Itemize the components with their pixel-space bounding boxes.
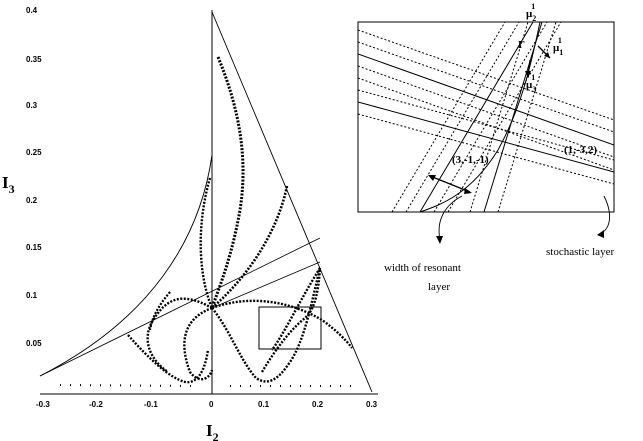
stochastic-band-line bbox=[358, 77, 614, 171]
stochastic-band-line bbox=[497, 22, 557, 212]
resonance-line bbox=[419, 22, 534, 212]
x-tick-label: -0.3 bbox=[36, 400, 50, 409]
width-callout-arrow bbox=[438, 195, 463, 241]
y-tick-label: 0.4 bbox=[26, 6, 38, 15]
boundary-left-edge bbox=[39, 154, 213, 377]
resonance-curve-left-low bbox=[183, 306, 214, 381]
dotted-points-bottom bbox=[59, 384, 360, 387]
resonance-curve-upper bbox=[210, 56, 245, 309]
stochastic-band-line bbox=[433, 22, 548, 212]
separatrix-line-a bbox=[39, 237, 321, 377]
stochastic-band-line bbox=[447, 22, 562, 212]
x-axis-label: I2 bbox=[206, 421, 219, 441]
inset-frame bbox=[357, 21, 615, 213]
resonance-curve-right-lower bbox=[260, 267, 322, 373]
width-arrowhead-right bbox=[464, 188, 472, 194]
y-tick-label: 0.1 bbox=[26, 291, 38, 300]
x-tick-label: -0.1 bbox=[144, 400, 158, 409]
inset-curve bbox=[419, 22, 541, 212]
gamma-label: Γ bbox=[518, 39, 525, 51]
separatrix-line-b bbox=[211, 261, 321, 309]
stochastic-band-line bbox=[358, 29, 614, 121]
x-tick-label: 0.1 bbox=[258, 400, 270, 409]
mu3-arrowhead bbox=[525, 71, 531, 78]
stochastic-band-line bbox=[405, 22, 520, 212]
zoom-box bbox=[258, 306, 322, 350]
width-caption-line1: width of resonant bbox=[384, 262, 461, 274]
resonance-line bbox=[483, 22, 543, 212]
stochastic-callout-arrow bbox=[599, 195, 610, 235]
width-caption-line2: layer bbox=[428, 281, 450, 293]
width-arrowhead-left bbox=[428, 175, 436, 181]
mu3-label: μ31 bbox=[526, 73, 536, 94]
stochastic-band-line bbox=[358, 65, 614, 158]
y-axis-label: I3 bbox=[2, 173, 15, 196]
mu2-label: μ21 bbox=[526, 2, 536, 23]
stochastic-band-line bbox=[391, 22, 506, 212]
resonance-line bbox=[358, 101, 614, 173]
stochastic-band-line bbox=[469, 22, 529, 212]
resonance-curve-far-right bbox=[271, 267, 322, 351]
boundary-right-edge bbox=[211, 11, 373, 393]
y-tick-label: 0.05 bbox=[26, 339, 42, 348]
resonance-label-a: (1,-3,2) bbox=[564, 144, 597, 156]
width-arrow bbox=[429, 175, 471, 193]
x-tick-label: -0.2 bbox=[89, 400, 103, 409]
stochastic-band-line bbox=[358, 41, 614, 133]
y-tick-label: 0.35 bbox=[26, 55, 42, 64]
mu1-label: μ11 bbox=[553, 36, 563, 57]
mu1-arrowhead bbox=[544, 52, 550, 58]
resonance-curve-right-upper bbox=[211, 185, 289, 309]
callouts: width of resonant layer stochastic layer bbox=[384, 195, 614, 293]
resonance-label-b: (3,-1,-1) bbox=[452, 154, 489, 166]
resonance-curve-far-left bbox=[148, 291, 171, 331]
inset-panel: μ21 Γ μ11 μ31 (1,-3,2) (3,-1,-1) bbox=[357, 2, 615, 213]
resonance-curve-bottom-left bbox=[127, 334, 210, 384]
x-tick-label: 0.2 bbox=[312, 400, 324, 409]
x-tick-label: 0.3 bbox=[366, 400, 378, 409]
main-plot: 0.4 0.35 0.3 0.25 0.2 0.15 0.1 0.05 -0.3… bbox=[2, 6, 378, 441]
resonance-curve-left-upper bbox=[199, 177, 214, 309]
width-callout-arrowhead bbox=[436, 236, 443, 244]
stochastic-callout-arrowhead bbox=[597, 230, 604, 238]
resonance-line bbox=[358, 53, 614, 146]
y-tick-label: 0.25 bbox=[26, 148, 42, 157]
resonance-curve-right bbox=[211, 299, 353, 349]
y-tick-label: 0.15 bbox=[26, 243, 42, 252]
stochastic-caption: stochastic layer bbox=[546, 246, 614, 258]
y-tick-label: 0.2 bbox=[26, 196, 38, 205]
y-tick-label: 0.3 bbox=[26, 101, 38, 110]
x-tick-label: 0 bbox=[209, 400, 214, 409]
